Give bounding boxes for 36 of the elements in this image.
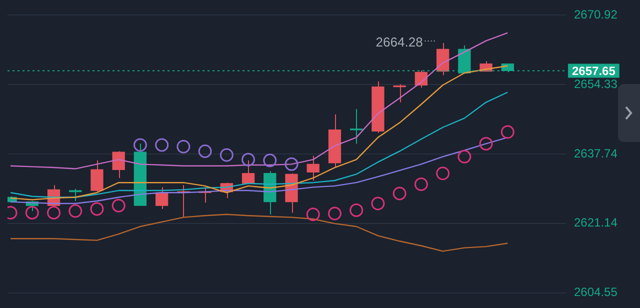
y-tick-label: 2654.33: [574, 76, 618, 91]
point: [458, 150, 472, 164]
point: [371, 196, 385, 210]
point: [220, 148, 234, 162]
candlestick: [306, 155, 320, 181]
point: [242, 152, 256, 166]
point: [90, 202, 104, 216]
point: [155, 138, 169, 152]
point: [263, 154, 277, 168]
point: [436, 166, 450, 180]
ref-line-label: 2657.65: [572, 64, 616, 78]
point: [176, 140, 190, 154]
point: [328, 206, 342, 220]
point: [284, 157, 298, 171]
point: [112, 198, 126, 212]
y-tick-label: 2670.92: [574, 8, 618, 22]
y-tick-label: 2621.14: [574, 216, 618, 230]
point: [68, 204, 82, 218]
y-tick-label: 2604.55: [574, 285, 618, 300]
candlestick: [69, 188, 82, 202]
candlestick: [112, 150, 125, 178]
candlestick: [393, 84, 406, 103]
point: [25, 206, 39, 220]
point: [350, 203, 364, 217]
point: [500, 125, 514, 139]
point: [306, 208, 320, 222]
candlestick: [155, 186, 168, 210]
point: [392, 186, 406, 200]
point: [133, 138, 147, 152]
candlestick: [90, 160, 104, 192]
y-tick-label: 2637.74: [574, 146, 618, 160]
point: [414, 178, 428, 192]
point: [479, 136, 493, 150]
point: [198, 144, 212, 158]
point: [47, 206, 61, 220]
annotation: 2664.28: [376, 34, 423, 50]
